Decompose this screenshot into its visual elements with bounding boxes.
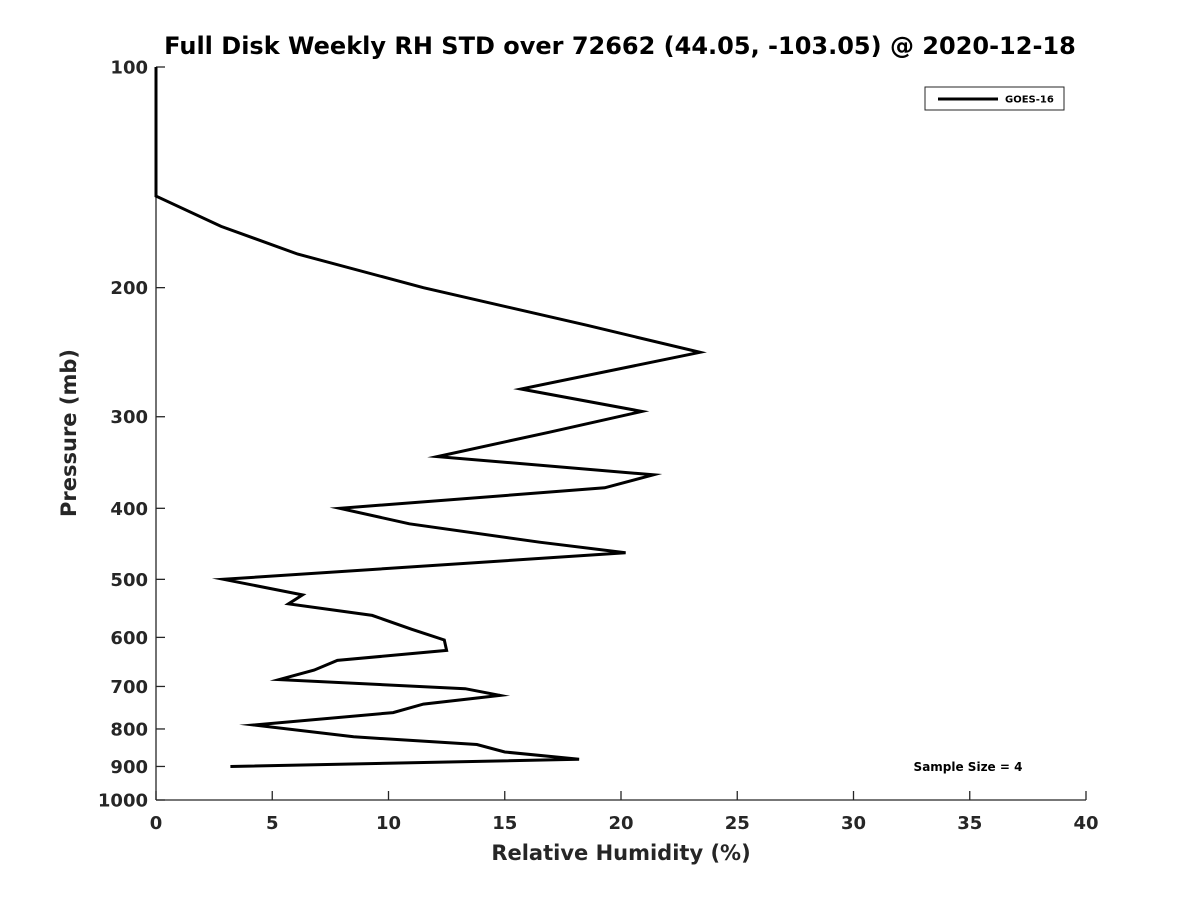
x-tick-label: 15	[492, 813, 517, 834]
y-tick-label: 800	[110, 719, 148, 740]
y-tick-label: 1000	[98, 791, 148, 812]
x-tick-label: 0	[150, 813, 163, 834]
y-axis-ticks: 100 200 300 400 500 600 700 800 900 1000	[98, 58, 165, 812]
chart-title: Full Disk Weekly RH STD over 72662 (44.0…	[164, 32, 1076, 60]
x-axis-ticks: 0 5 10 15 20 25 30 35 40	[150, 791, 1099, 834]
plot-axes: 0 5 10 15 20 25 30 35 40 100 200 300 400 500 600 700 80…	[98, 58, 1099, 835]
x-tick-label: 5	[266, 813, 279, 834]
legend: GOES-16	[924, 86, 1065, 111]
y-tick-label: 600	[110, 628, 148, 649]
x-tick-label: 10	[376, 813, 401, 834]
y-axis-label: Pressure (mb)	[57, 349, 81, 517]
x-tick-label: 30	[841, 813, 866, 834]
y-tick-label: 300	[110, 407, 148, 428]
y-tick-label: 200	[110, 278, 148, 299]
y-tick-label: 700	[110, 677, 148, 698]
sample-size-annotation: Sample Size = 4	[914, 760, 1023, 774]
y-tick-label: 100	[110, 58, 148, 79]
x-tick-label: 25	[725, 813, 750, 834]
y-tick-label: 900	[110, 757, 148, 778]
y-tick-label: 500	[110, 570, 148, 591]
x-axis-label: Relative Humidity (%)	[491, 841, 750, 865]
x-tick-label: 40	[1073, 813, 1098, 834]
x-tick-label: 20	[608, 813, 633, 834]
y-tick-label: 400	[110, 499, 148, 520]
series-line-goes-16	[154, 67, 707, 768]
series-layer	[154, 67, 707, 768]
x-tick-label: 35	[957, 813, 982, 834]
legend-entry-goes-16: GOES-16	[1005, 95, 1054, 106]
